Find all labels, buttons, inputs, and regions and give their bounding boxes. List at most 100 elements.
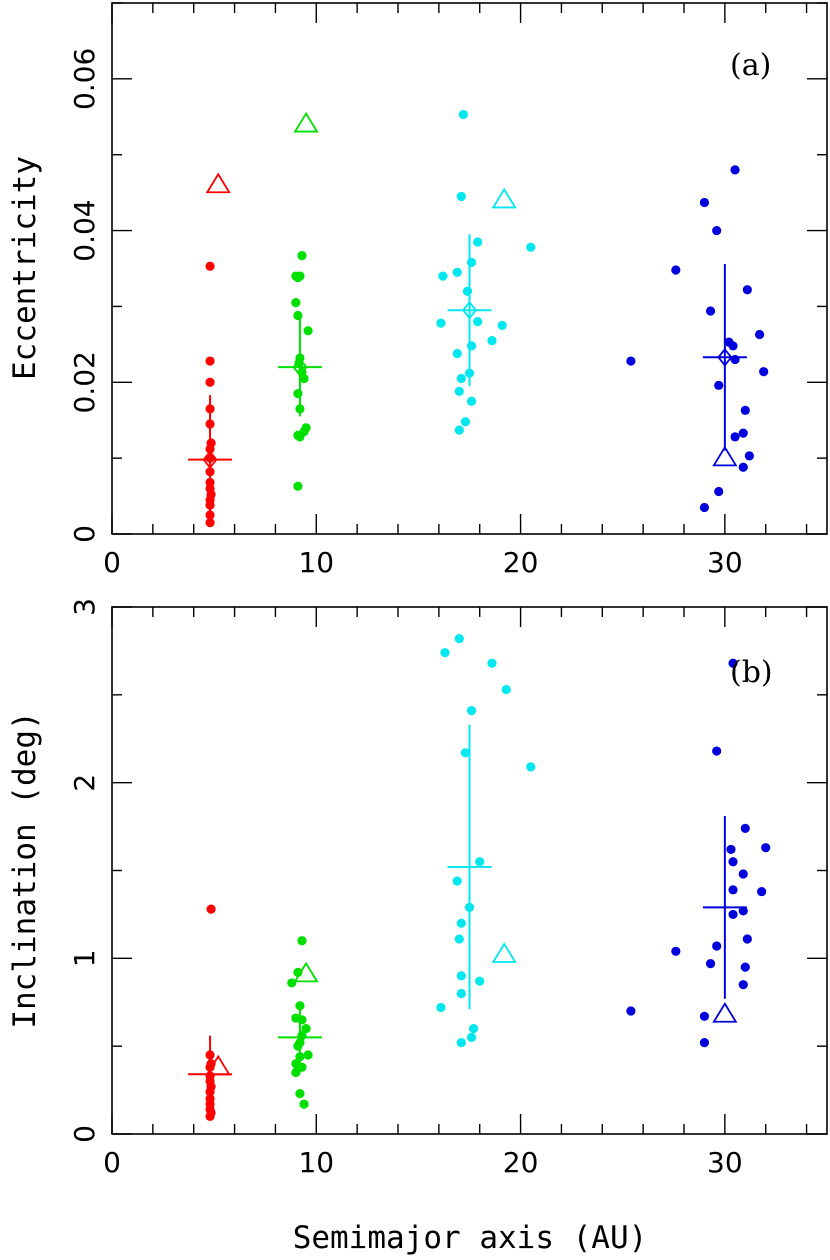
b-point-blue <box>728 658 738 668</box>
b-point-blue <box>728 857 738 867</box>
a-mean-diamond-green <box>292 357 308 377</box>
b-point-green <box>301 1024 311 1034</box>
a-point-cyan <box>460 417 471 427</box>
b-point-cyan <box>456 988 466 999</box>
b-y-tick-label: 3 <box>68 598 101 616</box>
b-y-tick-label: 0 <box>68 1125 101 1143</box>
a-point-cyan <box>473 317 483 327</box>
b-point-cyan <box>466 706 477 716</box>
b-point-blue <box>726 844 736 855</box>
panel-b-marks <box>188 634 771 1122</box>
a-point-blue <box>671 265 681 275</box>
b-point-blue <box>705 959 716 969</box>
a-point-green <box>291 298 301 308</box>
panel-a-ticks <box>111 2 827 535</box>
panel-b-tick-labels: 0 10 20 30 0 1 2 3 <box>68 598 743 1179</box>
b-point-green <box>295 1088 305 1099</box>
a-point-blue <box>730 165 740 175</box>
a-planet-triangle-blue <box>712 445 738 467</box>
b-point-cyan <box>440 648 450 658</box>
a-point-cyan <box>473 237 483 247</box>
b-point-cyan <box>475 857 485 867</box>
b-point-blue <box>699 1038 710 1048</box>
b-point-blue <box>738 980 748 990</box>
a-point-green <box>293 273 303 283</box>
b-point-red <box>205 1111 215 1122</box>
b-point-cyan <box>436 1002 446 1013</box>
a-point-cyan <box>526 242 536 252</box>
b-point-blue <box>712 941 722 951</box>
b-point-cyan <box>475 976 485 986</box>
b-point-blue <box>738 906 748 916</box>
b-point-cyan <box>456 971 466 981</box>
panel-a-label: (a) <box>730 48 771 83</box>
panel-b-y-axis-title: Inclination (deg) <box>7 711 43 1028</box>
a-point-red <box>205 261 215 271</box>
b-point-blue <box>742 934 752 944</box>
a-planet-triangle-green <box>293 111 319 133</box>
b-point-green <box>287 978 297 988</box>
a-point-blue <box>754 329 765 340</box>
b-point-cyan <box>456 1038 466 1048</box>
b-point-green <box>297 1015 307 1025</box>
panel-a-tick-labels: 0 10 20 30 0 0.02 0.04 0.06 <box>68 48 743 579</box>
a-point-cyan <box>466 257 477 268</box>
b-point-blue <box>738 869 748 879</box>
b-point-green <box>293 967 303 977</box>
a-planet-triangle-cyan <box>491 187 517 209</box>
b-x-tick-label: 10 <box>298 1146 334 1179</box>
a-x-tick-label: 20 <box>503 546 539 579</box>
b-point-cyan <box>454 634 464 644</box>
a-point-cyan <box>456 373 466 384</box>
panel-a-marks <box>188 109 769 528</box>
a-point-cyan <box>487 335 497 346</box>
a-point-blue <box>705 306 716 316</box>
b-point-blue <box>728 885 738 895</box>
b-point-cyan <box>454 934 464 944</box>
a-point-cyan <box>452 267 462 277</box>
a-point-green <box>293 310 303 321</box>
a-point-green <box>295 432 305 442</box>
b-planet-triangle-cyan <box>491 942 517 963</box>
b-point-cyan <box>526 762 536 772</box>
a-point-blue <box>699 197 710 208</box>
panel-b-ticks <box>111 606 827 1135</box>
a-point-cyan <box>466 396 477 406</box>
a-point-cyan <box>466 341 477 351</box>
a-point-blue <box>712 225 722 236</box>
panel-a-frame <box>111 2 828 535</box>
b-point-blue <box>699 1011 710 1021</box>
a-point-green <box>297 251 307 261</box>
panel-b-label: (b) <box>730 655 773 690</box>
a-point-cyan <box>454 425 464 435</box>
b-point-red <box>206 904 216 914</box>
a-point-red <box>205 356 215 366</box>
b-point-green <box>297 936 307 946</box>
b-point-blue <box>757 886 767 897</box>
a-x-tick-label: 0 <box>103 546 121 579</box>
a-point-red <box>205 377 215 387</box>
b-point-cyan <box>466 1032 477 1042</box>
a-point-cyan <box>438 271 448 281</box>
a-point-blue <box>740 405 750 415</box>
b-planet-triangle-green <box>293 961 319 983</box>
a-point-green <box>293 389 303 399</box>
b-x-tick-label: 20 <box>503 1146 539 1179</box>
a-point-blue <box>714 486 724 497</box>
b-point-cyan <box>468 1024 479 1034</box>
a-point-blue <box>738 428 748 438</box>
b-point-blue <box>671 946 681 956</box>
a-point-blue <box>626 356 636 366</box>
a-point-blue <box>699 502 710 513</box>
a-point-cyan <box>497 320 507 330</box>
a-point-cyan <box>462 286 473 296</box>
b-point-blue <box>761 843 771 853</box>
a-point-cyan <box>458 109 468 120</box>
a-point-green <box>293 481 303 491</box>
panel-b-inclination: 0 10 20 30 0 1 2 3 (b) Inclination (deg) <box>7 598 828 1179</box>
b-point-blue <box>712 746 722 756</box>
a-mean-diamond-cyan <box>461 300 478 320</box>
b-point-blue <box>728 909 738 920</box>
b-point-blue <box>740 962 750 972</box>
a-y-tick-label: 0.04 <box>68 199 101 261</box>
